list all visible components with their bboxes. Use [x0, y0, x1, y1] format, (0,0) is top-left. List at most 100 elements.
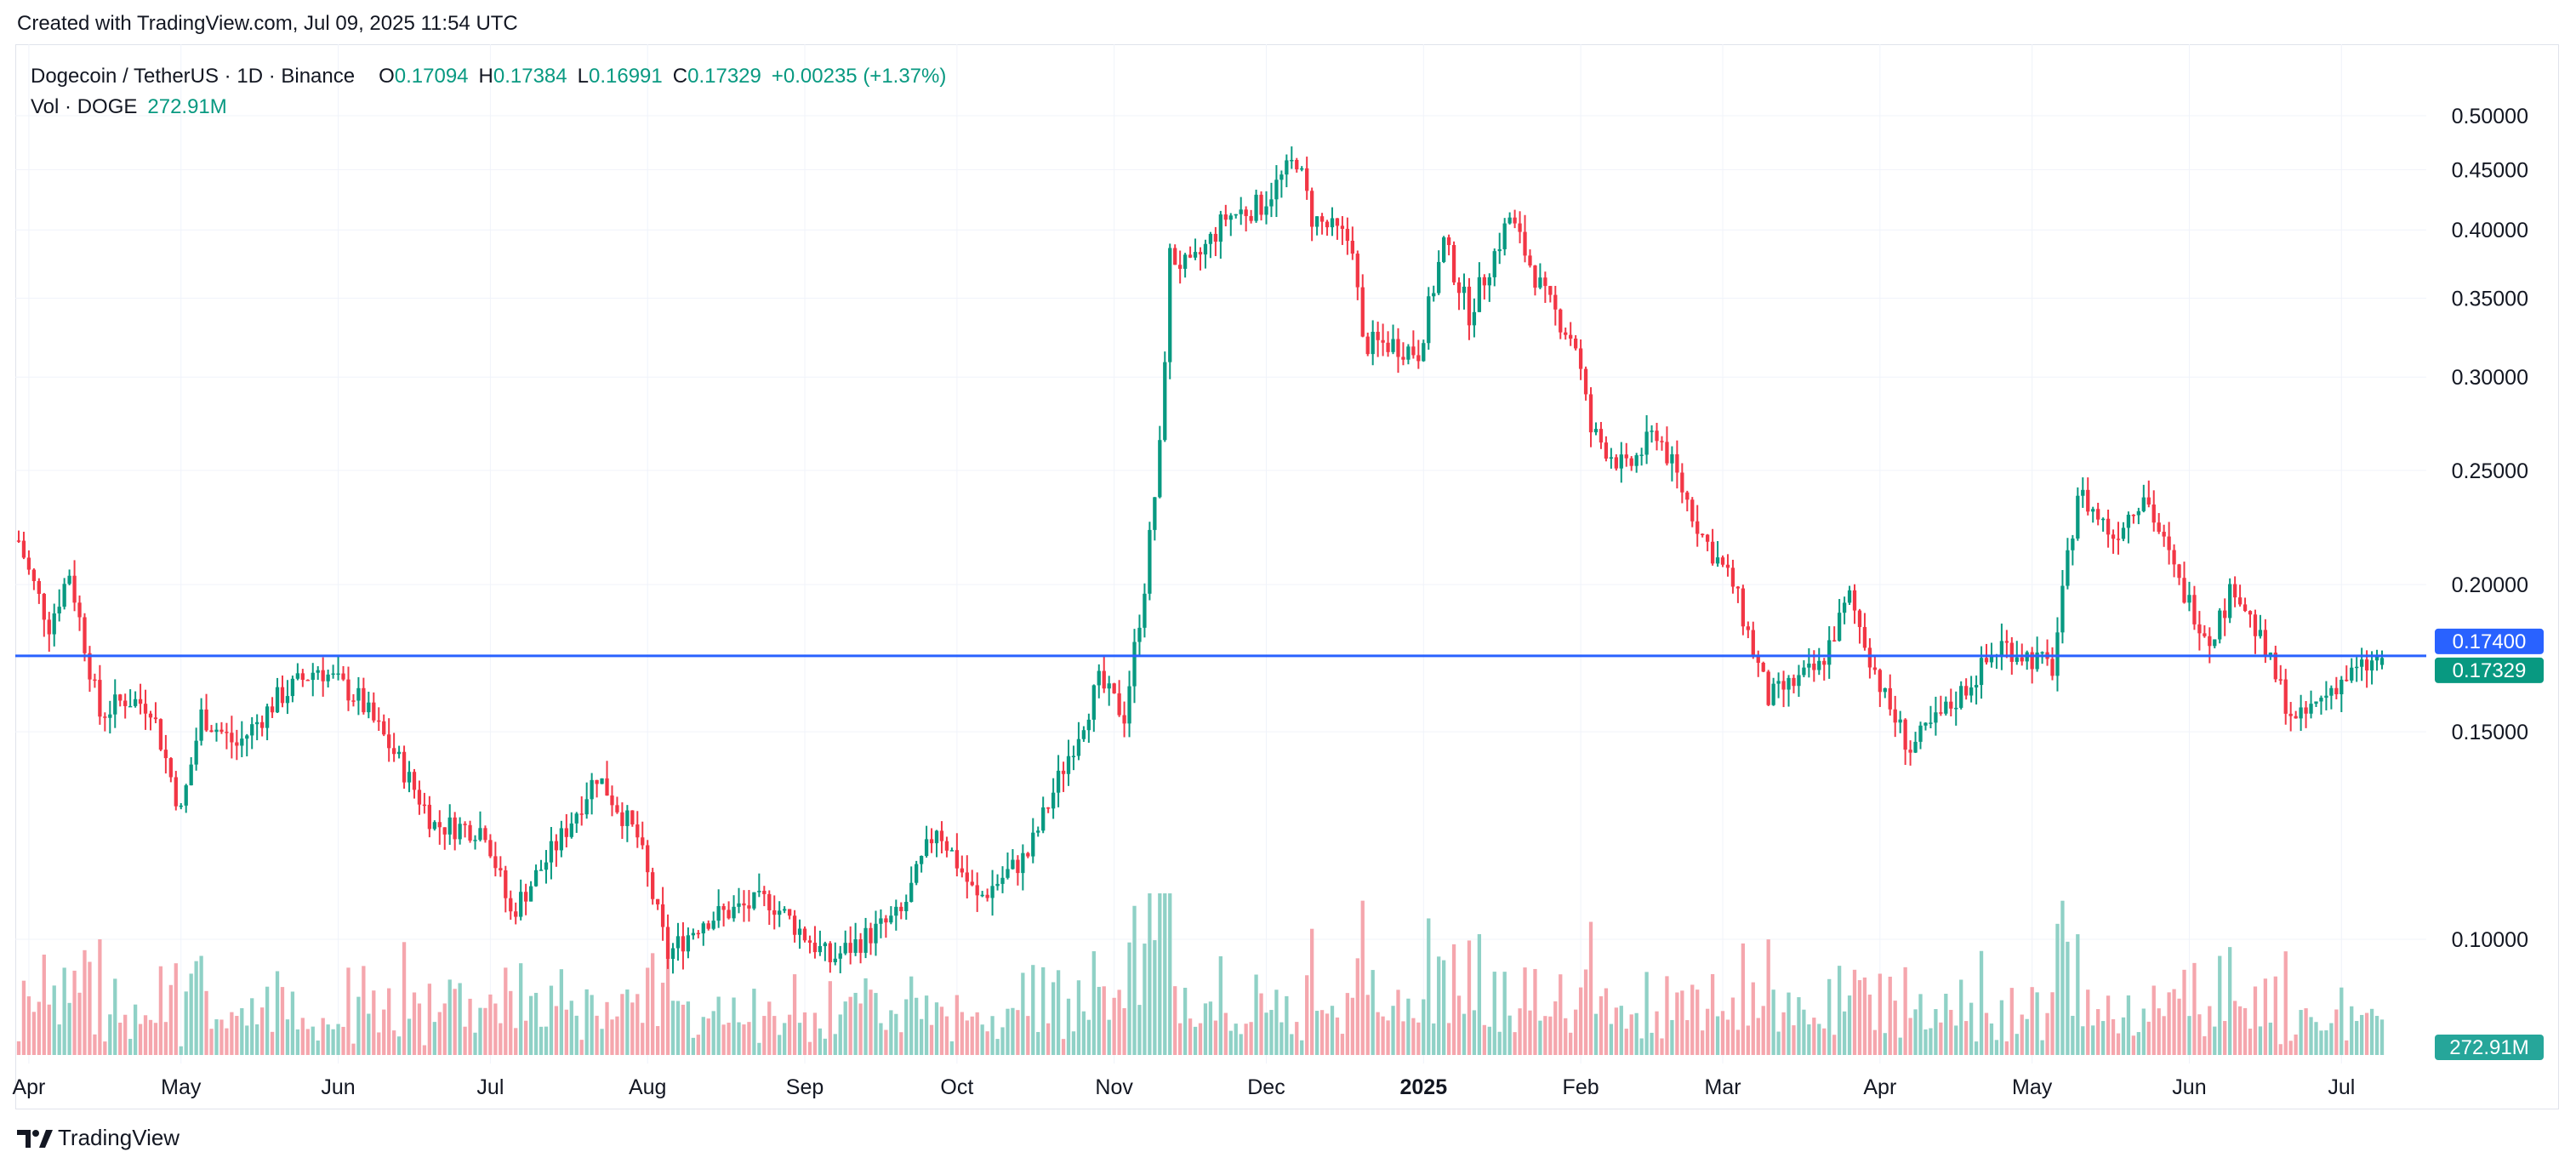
candle-body [1467, 286, 1472, 326]
volume-bar [681, 1004, 686, 1055]
volume-bar [1300, 1040, 1304, 1055]
candle-body [1335, 218, 1340, 226]
volume-bar [1573, 1009, 1578, 1055]
price-axis[interactable]: 0.10000 0.15000 0.20000 0.25000 0.30000 0.350… [2452, 105, 2528, 952]
candle-body [1143, 593, 1147, 628]
candle-body [209, 730, 214, 733]
volume-bar [655, 1025, 660, 1055]
candle-body [473, 840, 477, 841]
volume-bar [1644, 972, 1649, 1055]
volume-bar [523, 1020, 528, 1055]
candle-body [970, 881, 974, 886]
candle-body [189, 764, 193, 786]
volume-bar [250, 998, 254, 1055]
volume-label[interactable]: Vol · DOGE [31, 95, 138, 118]
candle-body [1939, 712, 1943, 714]
volume-bar [1117, 989, 1121, 1055]
time-axis[interactable]: Apr May Jun Jul Aug Sep Oct Nov Dec 2025 Feb Mar Apr… [12, 1075, 2355, 1099]
volume-bar [1619, 1006, 1623, 1055]
volume-bar [1254, 974, 1258, 1055]
volume-bar [1173, 986, 1177, 1055]
volume-bar [2360, 1014, 2364, 1055]
volume-bar [382, 1009, 386, 1055]
volume-bar [1427, 918, 1431, 1055]
volume-bar [651, 953, 655, 1055]
candle-body [1193, 252, 1198, 258]
volume-bar [1959, 979, 1963, 1055]
volume-bar [163, 1022, 168, 1055]
volume-bar [442, 1003, 447, 1055]
candle-body [417, 790, 422, 805]
candle-body [1132, 642, 1137, 687]
volume-bar [1264, 1012, 1268, 1055]
candle-body [83, 617, 87, 653]
x-tick-label: May [2012, 1075, 2053, 1099]
candle-body [1411, 346, 1416, 356]
volume-bar [1934, 1009, 1938, 1055]
candle-body [894, 906, 898, 916]
volume-bar [615, 1016, 619, 1055]
candle-body [1112, 683, 1116, 693]
candle-body [2268, 653, 2272, 656]
volume-bar [2081, 1026, 2085, 1055]
volume-bar [1143, 944, 1147, 1055]
volume-bar [1502, 972, 1507, 1055]
volume-bar [77, 992, 82, 1055]
volume-bar [863, 978, 868, 1055]
candle-body [1148, 529, 1152, 594]
volume-bar [1518, 1008, 1522, 1055]
volume-bar [1051, 982, 1056, 1055]
candle-body [1051, 792, 1056, 809]
volume-bar [1685, 1020, 1690, 1055]
candle-body [1705, 534, 1710, 542]
volume-bar [2009, 988, 2014, 1055]
volume-bar [1893, 1001, 1897, 1055]
candle-body [1756, 654, 1760, 664]
candle-body [1198, 252, 1203, 255]
x-tick-label: 2025 [1399, 1075, 1447, 1099]
candle-body [199, 709, 203, 741]
candle-body [468, 824, 472, 841]
volume-bar [2369, 1008, 2374, 1055]
volume-bar [458, 983, 462, 1055]
tradingview-brand[interactable]: TradingView [17, 1125, 180, 1151]
volume-bar [579, 1040, 584, 1055]
volume-bar [2040, 1040, 2044, 1055]
candle-body [346, 679, 350, 701]
candle-body [1766, 671, 1770, 705]
volume-bar [230, 1012, 234, 1055]
candle-body [1852, 590, 1857, 611]
candle-body [828, 943, 832, 962]
candle-body [230, 733, 234, 743]
volume-bar [970, 1016, 974, 1055]
volume-bar [2035, 992, 2039, 1055]
volume-bar [2283, 951, 2288, 1055]
volume-bar [1543, 1016, 1547, 1055]
candle-body [1969, 687, 1974, 696]
candle-body [1929, 722, 1933, 724]
hline-price-tag-bg [2435, 628, 2544, 654]
volume-bar [1604, 988, 1609, 1055]
volume-bar [1026, 1016, 1030, 1055]
candle-body [620, 812, 624, 826]
volume-bar [569, 1001, 573, 1055]
candle-body [1314, 216, 1319, 227]
volume-bar [1588, 921, 1593, 1055]
volume-bar [199, 955, 203, 1055]
volume-bar [1701, 1030, 1705, 1055]
volume-bar [1614, 1007, 1618, 1055]
volume-bar [412, 992, 417, 1055]
volume-bar [1031, 965, 1035, 1055]
candle-body [1305, 168, 1309, 191]
created-caption: Created with TradingView.com, Jul 09, 20… [17, 12, 518, 35]
symbol-title[interactable]: Dogecoin / TetherUS · 1D · Binance [31, 65, 356, 88]
x-tick-label: Dec [1247, 1075, 1285, 1099]
volume-bar [818, 1028, 823, 1055]
candle-body [31, 569, 37, 581]
volume-bar [2151, 985, 2156, 1055]
volume-bar [331, 1029, 335, 1055]
candle-body [1802, 667, 1806, 676]
candle-body [980, 894, 984, 897]
candle-body [235, 742, 239, 746]
